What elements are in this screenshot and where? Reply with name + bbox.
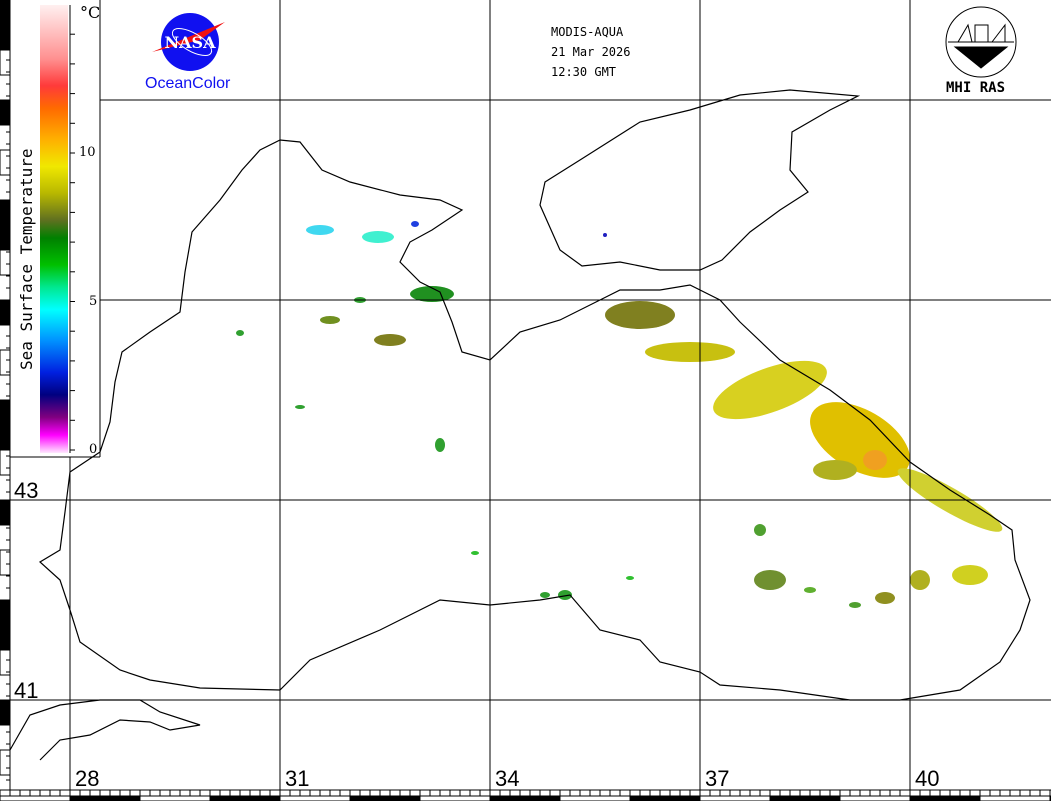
frame-scale-segment — [0, 749, 11, 776]
sst-patch — [863, 450, 887, 470]
sst-patch — [804, 587, 816, 593]
frame-scale-segment — [0, 49, 11, 76]
sst-patch — [236, 330, 244, 336]
time-label: 12:30 GMT — [551, 65, 617, 79]
frame-scale-segment — [0, 0, 11, 51]
lat-label-41: 41 — [14, 678, 39, 703]
sst-patch — [875, 592, 895, 604]
sst-patch — [471, 551, 479, 555]
frame-scale-segment — [979, 795, 1051, 801]
lon-label-37: 37 — [705, 766, 730, 791]
sst-patch — [411, 221, 419, 227]
nasa-logo-icon: NASA — [152, 13, 225, 71]
frame-scale-segment — [0, 549, 11, 576]
marmara-coastline — [9, 699, 201, 761]
lon-label-28: 28 — [75, 766, 100, 791]
colorbar-unit: °C — [80, 3, 101, 22]
sst-patch — [605, 301, 675, 329]
sst-patch — [754, 570, 786, 590]
sst-patch — [540, 592, 550, 598]
frame-scale-segment — [0, 795, 71, 801]
colorbar-tick-10: 10 — [79, 145, 96, 160]
frame-scale-segment — [0, 99, 11, 126]
colorbar-tick-0: 0 — [89, 442, 98, 457]
lon-label-31: 31 — [285, 766, 310, 791]
frame-scale-segment — [349, 795, 421, 801]
frame-scale-segment — [0, 349, 11, 376]
sst-patch — [813, 460, 857, 480]
sst-patch — [849, 602, 861, 608]
frame-scale-segment — [559, 795, 631, 801]
lat-label-43: 43 — [14, 478, 39, 503]
frame-scale-segment — [0, 649, 11, 676]
black-sea-coastline — [38, 139, 1031, 701]
frame-scale-segment — [0, 199, 11, 251]
oceancolor-caption: OceanColor — [145, 75, 231, 92]
frame-scale-segment — [0, 149, 11, 176]
date-label: 21 Mar 2026 — [551, 45, 631, 59]
colorbar-ticks — [69, 5, 75, 453]
sst-patch — [626, 576, 634, 580]
colorbar-tick-5: 5 — [89, 294, 98, 309]
sst-patch — [374, 334, 406, 346]
frame-scale-segment — [209, 795, 281, 801]
frame-scale-segment — [0, 499, 11, 526]
sst-patch — [910, 570, 930, 590]
lon-label-34: 34 — [495, 766, 520, 791]
frame-scale-segment — [279, 795, 351, 801]
sst-patch — [362, 231, 394, 243]
sst-patches — [236, 221, 1003, 608]
lon-label-40: 40 — [915, 766, 940, 791]
sst-patch — [435, 438, 445, 452]
sst-patch — [645, 342, 735, 362]
svg-text:NASA: NASA — [164, 33, 216, 52]
frame-scale-segment — [699, 795, 771, 801]
colorbar-title: Sea Surface Temperature — [17, 148, 36, 370]
coastline — [9, 89, 1031, 761]
mhi-ras-logo-icon — [945, 6, 1017, 78]
frame-scale-segment — [769, 795, 841, 801]
frame-scale-segment — [0, 249, 11, 276]
sst-patch — [603, 233, 607, 237]
sensor-label: MODIS-AQUA — [551, 25, 624, 39]
frame-scale-segment — [419, 795, 491, 801]
colorbar-gradient — [40, 5, 68, 453]
sst-patch — [952, 565, 988, 585]
frame-scale-segment — [489, 795, 561, 801]
frame-scale-segment — [0, 449, 11, 476]
frame-scale-segment — [909, 795, 981, 801]
azov-sea-coastline — [539, 89, 861, 271]
sst-patch — [754, 524, 766, 536]
mhi-ras-caption: MHI RAS — [946, 80, 1006, 96]
frame-scale-segment — [629, 795, 701, 801]
sst-patch — [713, 360, 827, 420]
frame-scale-segment — [0, 599, 11, 651]
sst-patch — [320, 316, 340, 324]
sst-patch — [558, 590, 572, 600]
frame-scale-segment — [139, 795, 211, 801]
frame-scale-segment — [69, 795, 141, 801]
frame-scale-segment — [839, 795, 911, 801]
sst-patch — [306, 225, 334, 235]
frame-scale-segment — [0, 699, 11, 726]
sst-patch — [295, 405, 305, 409]
